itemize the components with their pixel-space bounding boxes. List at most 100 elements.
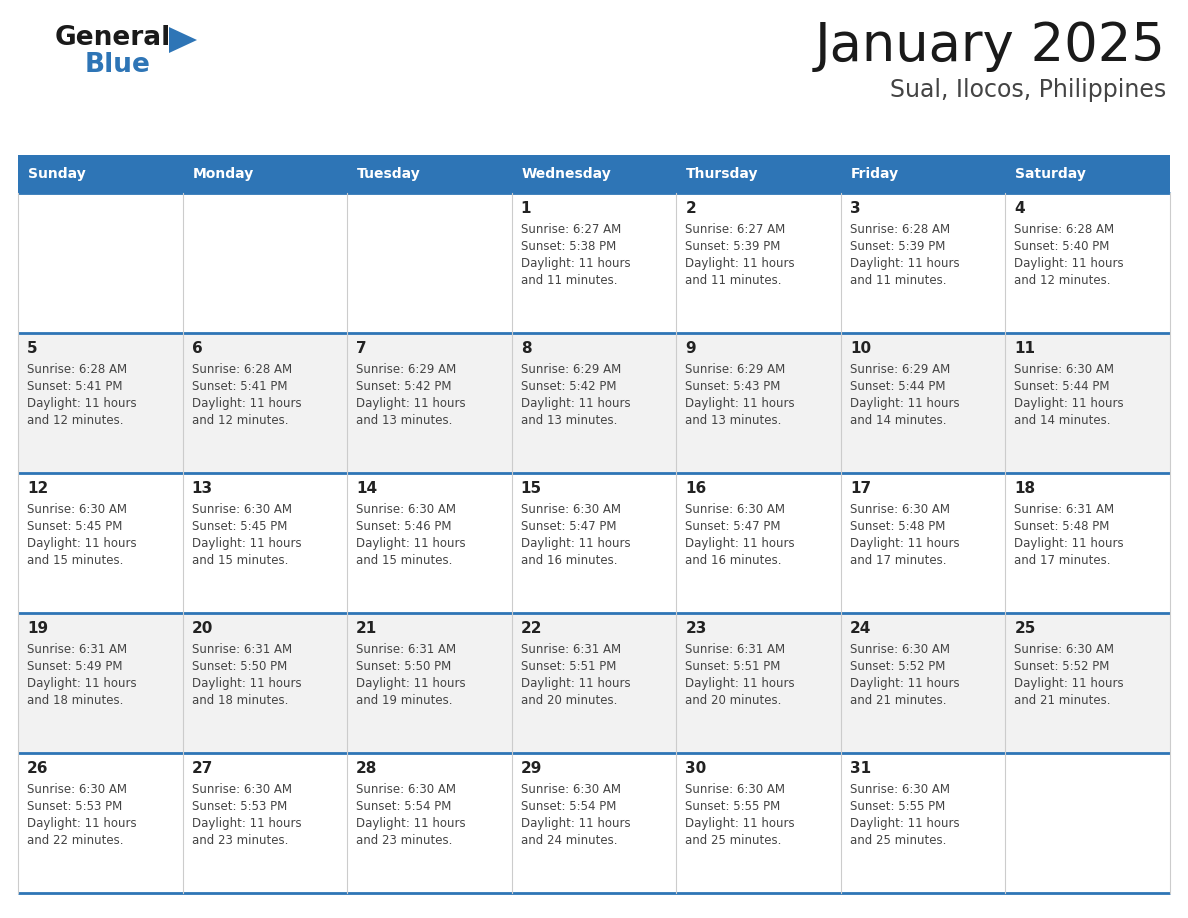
Text: and 16 minutes.: and 16 minutes.	[685, 554, 782, 567]
Text: and 23 minutes.: and 23 minutes.	[191, 834, 287, 847]
Text: and 25 minutes.: and 25 minutes.	[685, 834, 782, 847]
Text: Daylight: 11 hours: Daylight: 11 hours	[520, 257, 631, 270]
Text: Daylight: 11 hours: Daylight: 11 hours	[27, 537, 137, 550]
Text: Sunrise: 6:29 AM: Sunrise: 6:29 AM	[356, 363, 456, 376]
Text: Sunset: 5:44 PM: Sunset: 5:44 PM	[1015, 380, 1110, 393]
Text: Sunrise: 6:28 AM: Sunrise: 6:28 AM	[849, 223, 950, 236]
Text: and 13 minutes.: and 13 minutes.	[685, 414, 782, 427]
Text: Sunrise: 6:31 AM: Sunrise: 6:31 AM	[685, 643, 785, 656]
Text: and 14 minutes.: and 14 minutes.	[1015, 414, 1111, 427]
Text: Thursday: Thursday	[687, 167, 759, 181]
Text: Daylight: 11 hours: Daylight: 11 hours	[27, 397, 137, 410]
Text: Sunrise: 6:28 AM: Sunrise: 6:28 AM	[27, 363, 127, 376]
Text: Sual, Ilocos, Philippines: Sual, Ilocos, Philippines	[890, 78, 1165, 102]
Text: Sunrise: 6:31 AM: Sunrise: 6:31 AM	[356, 643, 456, 656]
Text: Sunrise: 6:30 AM: Sunrise: 6:30 AM	[849, 503, 950, 516]
Text: 1: 1	[520, 201, 531, 216]
Text: General: General	[55, 25, 171, 51]
Text: and 21 minutes.: and 21 minutes.	[849, 694, 947, 707]
Text: Sunrise: 6:30 AM: Sunrise: 6:30 AM	[356, 783, 456, 796]
Text: and 13 minutes.: and 13 minutes.	[520, 414, 617, 427]
Text: Daylight: 11 hours: Daylight: 11 hours	[1015, 397, 1124, 410]
Text: 28: 28	[356, 761, 378, 776]
Text: and 16 minutes.: and 16 minutes.	[520, 554, 618, 567]
Text: 9: 9	[685, 341, 696, 356]
Text: Sunrise: 6:29 AM: Sunrise: 6:29 AM	[849, 363, 950, 376]
Text: 23: 23	[685, 621, 707, 636]
Text: and 12 minutes.: and 12 minutes.	[27, 414, 124, 427]
Text: Saturday: Saturday	[1016, 167, 1086, 181]
Text: Sunset: 5:45 PM: Sunset: 5:45 PM	[191, 520, 287, 533]
Text: Daylight: 11 hours: Daylight: 11 hours	[520, 817, 631, 830]
Text: Sunset: 5:55 PM: Sunset: 5:55 PM	[685, 800, 781, 813]
Text: 12: 12	[27, 481, 49, 496]
Text: Sunset: 5:54 PM: Sunset: 5:54 PM	[520, 800, 617, 813]
Text: 30: 30	[685, 761, 707, 776]
Text: Sunset: 5:39 PM: Sunset: 5:39 PM	[685, 240, 781, 253]
Text: Sunset: 5:54 PM: Sunset: 5:54 PM	[356, 800, 451, 813]
Text: Sunrise: 6:30 AM: Sunrise: 6:30 AM	[356, 503, 456, 516]
Text: Sunrise: 6:30 AM: Sunrise: 6:30 AM	[520, 503, 620, 516]
Text: and 12 minutes.: and 12 minutes.	[1015, 274, 1111, 287]
Text: Sunset: 5:51 PM: Sunset: 5:51 PM	[685, 660, 781, 673]
Text: Sunset: 5:44 PM: Sunset: 5:44 PM	[849, 380, 946, 393]
Text: Sunset: 5:51 PM: Sunset: 5:51 PM	[520, 660, 617, 673]
Text: and 23 minutes.: and 23 minutes.	[356, 834, 453, 847]
Text: Sunset: 5:50 PM: Sunset: 5:50 PM	[356, 660, 451, 673]
Text: 29: 29	[520, 761, 542, 776]
Text: Sunrise: 6:28 AM: Sunrise: 6:28 AM	[1015, 223, 1114, 236]
Text: 10: 10	[849, 341, 871, 356]
Text: Sunrise: 6:31 AM: Sunrise: 6:31 AM	[191, 643, 292, 656]
Text: and 20 minutes.: and 20 minutes.	[685, 694, 782, 707]
Bar	[18, 613, 1170, 753]
Text: Sunrise: 6:30 AM: Sunrise: 6:30 AM	[1015, 363, 1114, 376]
Text: and 12 minutes.: and 12 minutes.	[191, 414, 287, 427]
Text: Daylight: 11 hours: Daylight: 11 hours	[685, 677, 795, 690]
Text: Sunset: 5:53 PM: Sunset: 5:53 PM	[27, 800, 122, 813]
Bar	[1005, 155, 1170, 193]
Text: Daylight: 11 hours: Daylight: 11 hours	[849, 397, 960, 410]
Text: Sunrise: 6:30 AM: Sunrise: 6:30 AM	[27, 783, 127, 796]
Text: Sunset: 5:47 PM: Sunset: 5:47 PM	[520, 520, 617, 533]
Bar	[183, 155, 347, 193]
Text: Daylight: 11 hours: Daylight: 11 hours	[849, 817, 960, 830]
Text: Sunset: 5:47 PM: Sunset: 5:47 PM	[685, 520, 781, 533]
Text: Daylight: 11 hours: Daylight: 11 hours	[685, 537, 795, 550]
Text: and 11 minutes.: and 11 minutes.	[849, 274, 947, 287]
Text: Wednesday: Wednesday	[522, 167, 612, 181]
Text: and 11 minutes.: and 11 minutes.	[685, 274, 782, 287]
Text: and 17 minutes.: and 17 minutes.	[1015, 554, 1111, 567]
Text: 24: 24	[849, 621, 871, 636]
Text: and 18 minutes.: and 18 minutes.	[191, 694, 287, 707]
Bar	[18, 155, 183, 193]
Text: 6: 6	[191, 341, 202, 356]
Text: Sunset: 5:55 PM: Sunset: 5:55 PM	[849, 800, 946, 813]
Text: Daylight: 11 hours: Daylight: 11 hours	[27, 817, 137, 830]
Text: Daylight: 11 hours: Daylight: 11 hours	[849, 677, 960, 690]
Text: Daylight: 11 hours: Daylight: 11 hours	[191, 817, 302, 830]
Text: and 24 minutes.: and 24 minutes.	[520, 834, 618, 847]
Text: and 20 minutes.: and 20 minutes.	[520, 694, 617, 707]
Text: Sunrise: 6:27 AM: Sunrise: 6:27 AM	[685, 223, 785, 236]
Text: Sunset: 5:42 PM: Sunset: 5:42 PM	[356, 380, 451, 393]
Text: Sunrise: 6:31 AM: Sunrise: 6:31 AM	[27, 643, 127, 656]
Bar	[18, 193, 1170, 333]
Text: Daylight: 11 hours: Daylight: 11 hours	[191, 537, 302, 550]
Text: Sunset: 5:43 PM: Sunset: 5:43 PM	[685, 380, 781, 393]
Text: Daylight: 11 hours: Daylight: 11 hours	[849, 257, 960, 270]
Text: Sunrise: 6:30 AM: Sunrise: 6:30 AM	[27, 503, 127, 516]
Text: and 15 minutes.: and 15 minutes.	[356, 554, 453, 567]
Text: Daylight: 11 hours: Daylight: 11 hours	[685, 397, 795, 410]
Text: 3: 3	[849, 201, 860, 216]
Text: and 15 minutes.: and 15 minutes.	[27, 554, 124, 567]
Text: Sunrise: 6:30 AM: Sunrise: 6:30 AM	[685, 783, 785, 796]
Text: Daylight: 11 hours: Daylight: 11 hours	[27, 677, 137, 690]
Text: Daylight: 11 hours: Daylight: 11 hours	[1015, 537, 1124, 550]
Text: Daylight: 11 hours: Daylight: 11 hours	[685, 817, 795, 830]
Text: Sunrise: 6:30 AM: Sunrise: 6:30 AM	[685, 503, 785, 516]
Bar	[512, 155, 676, 193]
Text: 13: 13	[191, 481, 213, 496]
Text: Sunrise: 6:27 AM: Sunrise: 6:27 AM	[520, 223, 621, 236]
Text: Daylight: 11 hours: Daylight: 11 hours	[356, 817, 466, 830]
Text: 21: 21	[356, 621, 378, 636]
